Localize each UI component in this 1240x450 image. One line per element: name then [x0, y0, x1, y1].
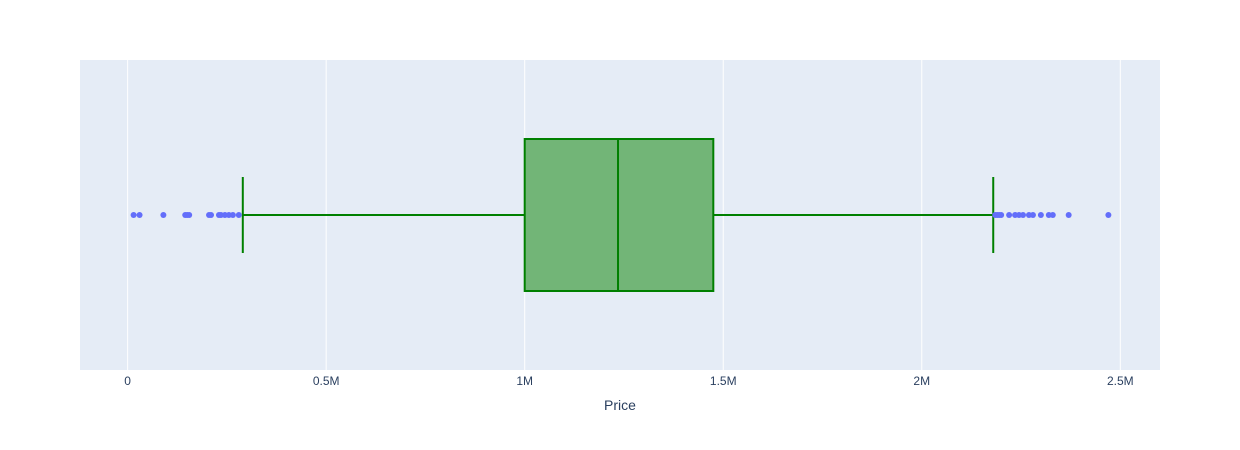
- outlier-points: [130, 212, 1112, 218]
- x-tick-label: 2.5M: [1107, 374, 1134, 388]
- outlier-point: [1006, 212, 1013, 218]
- outlier-point: [235, 212, 242, 218]
- outlier-point: [1029, 212, 1036, 218]
- x-tick-label: 0: [124, 374, 131, 388]
- outlier-point: [998, 212, 1005, 218]
- x-axis-ticks: 0 0.5M 1M 1.5M 2M 2.5M: [124, 374, 1133, 388]
- outlier-point: [1020, 212, 1027, 218]
- outlier-point: [130, 212, 137, 218]
- x-tick-label: 1M: [516, 374, 533, 388]
- outlier-point: [1037, 212, 1044, 218]
- x-tick-label: 0.5M: [313, 374, 340, 388]
- outlier-point: [1065, 212, 1072, 218]
- outlier-point: [1049, 212, 1056, 218]
- outlier-point: [186, 212, 193, 218]
- outlier-point: [229, 212, 236, 218]
- outlier-point: [208, 212, 215, 218]
- x-axis-title: Price: [604, 397, 636, 413]
- outlier-point: [160, 212, 167, 218]
- outlier-point: [1105, 212, 1112, 218]
- x-tick-label: 2M: [913, 374, 930, 388]
- outlier-point: [136, 212, 143, 218]
- x-tick-label: 1.5M: [710, 374, 737, 388]
